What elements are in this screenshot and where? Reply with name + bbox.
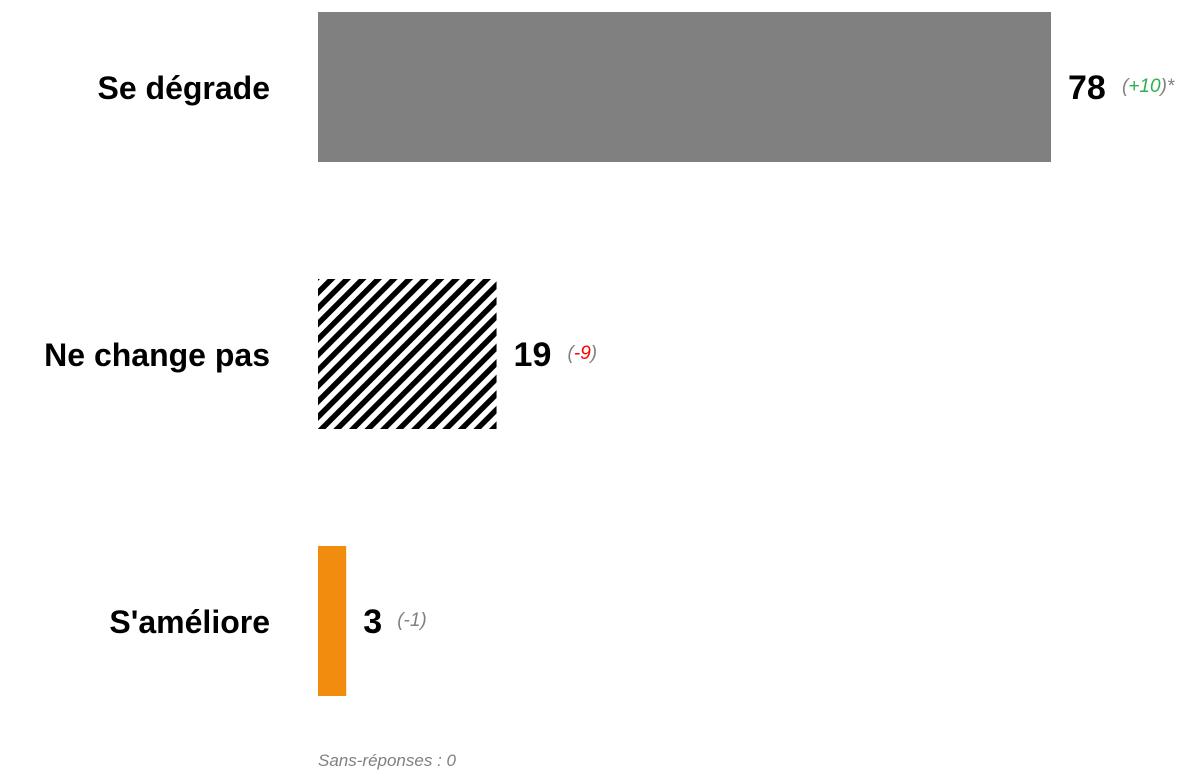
bar bbox=[318, 546, 347, 696]
bar bbox=[318, 279, 497, 429]
bars-layer: Se dégrade 78 (+10)* Ne change pas 19 (-9) S'a… bbox=[44, 12, 1175, 696]
change-label: (-9) bbox=[568, 343, 598, 364]
category-label: Se dégrade bbox=[97, 70, 270, 106]
bar bbox=[318, 12, 1051, 162]
category-label: S'améliore bbox=[109, 604, 270, 640]
value-label: 19 bbox=[514, 336, 552, 374]
value-label: 3 bbox=[363, 603, 382, 641]
change-label: (+10)* bbox=[1122, 76, 1175, 97]
category-label: Ne change pas bbox=[44, 337, 270, 373]
change-label: (-1) bbox=[397, 610, 427, 631]
footnote: Sans-réponses : 0 bbox=[318, 751, 457, 770]
value-label: 78 bbox=[1068, 69, 1106, 107]
